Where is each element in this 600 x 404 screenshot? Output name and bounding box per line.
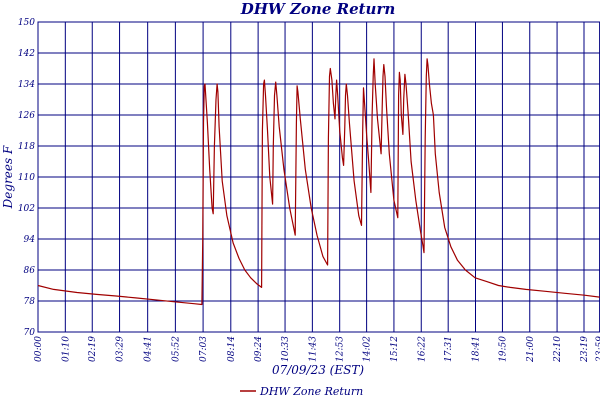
x-tick-label: 17:31 (444, 336, 454, 362)
y-tick-label: 102 (18, 204, 35, 214)
x-tick-label: 23:19 (580, 336, 590, 363)
x-tick-label: 09:24 (254, 336, 264, 362)
x-tick-label: 02:19 (88, 336, 98, 362)
y-tick-label: 134 (18, 80, 35, 90)
x-tick-label: 22:10 (553, 336, 563, 363)
x-tick-label: 15:12 (390, 336, 400, 362)
legend-label: DHW Zone Return (259, 385, 363, 398)
x-tick-label: 03:29 (116, 336, 126, 362)
y-tick-label: 150 (18, 18, 35, 28)
x-tick-label: 19:50 (498, 336, 508, 362)
y-axis-label: Degrees F (1, 145, 15, 209)
y-tick-label: 142 (18, 49, 35, 59)
x-tick-label: 11:43 (308, 336, 318, 362)
x-tick-label: 07:03 (199, 336, 209, 362)
y-tick-labels: 70 78 86 94 102 110 118 126 134 142 150 (18, 18, 35, 338)
y-tick-label: 70 (24, 328, 36, 338)
x-axis-label: 07/09/23 (EST) (272, 363, 364, 377)
x-tick-labels: 00:00 01:10 02:19 03:29 04:41 05:52 07:03 08:14… (34, 336, 600, 363)
x-tick-label: 12:53 (336, 336, 346, 362)
y-tick-label: 86 (24, 266, 36, 276)
x-tick-label: 23:59 (596, 336, 600, 363)
x-tick-label: 21:00 (526, 336, 536, 363)
x-tick-label: 16:22 (417, 336, 427, 362)
x-tick-label: 01:10 (61, 336, 71, 362)
series-line (37, 58, 600, 306)
series-group (37, 58, 600, 306)
legend: DHW Zone Return (240, 385, 363, 398)
x-tick-label: 00:00 (34, 336, 44, 362)
x-tick-label: 05:52 (171, 336, 181, 362)
y-tick-label: 110 (18, 173, 35, 183)
x-tick-label: 18:41 (472, 336, 482, 362)
x-tick-label: 08:14 (227, 336, 237, 362)
y-tick-label: 126 (18, 111, 35, 121)
y-tick-label: 78 (24, 297, 36, 307)
x-tick-label: 10:33 (281, 336, 291, 362)
x-tick-label: 14:02 (363, 336, 373, 362)
x-tick-label: 04:41 (144, 336, 154, 362)
y-tick-label: 118 (18, 142, 35, 152)
chart-title: DHW Zone Return (240, 0, 396, 18)
y-tick-label: 94 (24, 235, 36, 245)
